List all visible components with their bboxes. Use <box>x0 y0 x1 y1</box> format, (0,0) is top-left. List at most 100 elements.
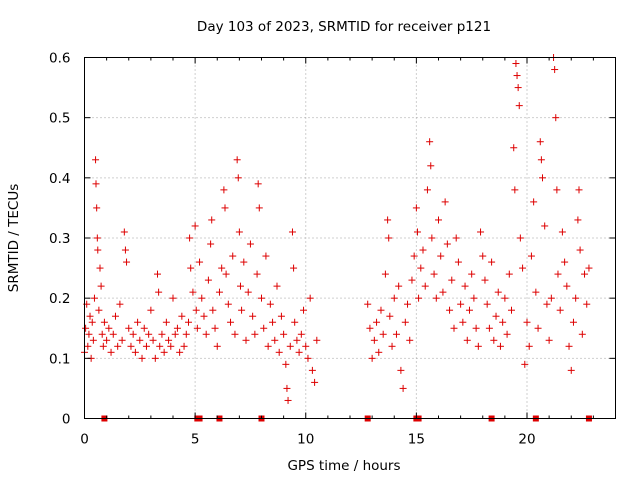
data-points <box>81 54 593 404</box>
data-point <box>415 294 423 302</box>
data-point <box>479 252 487 260</box>
data-point <box>435 216 442 224</box>
data-point <box>295 348 303 356</box>
data-point <box>97 282 105 290</box>
data-point <box>273 282 281 290</box>
data-point <box>406 336 414 344</box>
data-point <box>92 180 100 188</box>
data-point <box>508 306 516 314</box>
data-point <box>93 204 101 212</box>
data-point <box>244 288 252 296</box>
data-point <box>118 336 126 344</box>
data-point <box>583 300 591 308</box>
data-point <box>207 240 215 248</box>
data-point <box>284 396 292 404</box>
data-point <box>255 204 263 212</box>
data-point <box>286 342 294 350</box>
y-tick-label: 0.4 <box>49 171 70 187</box>
data-point <box>501 294 509 302</box>
data-point <box>180 342 188 350</box>
x-tick-labels: 0 5 10 15 20 <box>80 432 535 448</box>
y-tick-label: 0.6 <box>49 51 70 67</box>
data-point <box>448 276 456 284</box>
data-point <box>280 330 288 338</box>
data-point <box>131 348 139 356</box>
data-point <box>386 312 394 320</box>
data-point <box>103 336 111 344</box>
data-point <box>511 186 519 194</box>
data-point <box>465 306 473 314</box>
data-point <box>253 270 261 278</box>
data-point <box>388 342 396 350</box>
data-point <box>370 336 378 344</box>
data-point <box>88 318 96 326</box>
data-point <box>171 330 179 338</box>
data-point <box>565 342 573 350</box>
data-point <box>428 234 436 242</box>
data-point <box>262 252 270 260</box>
x-axis-label: GPS time / hours <box>287 458 400 474</box>
data-point <box>94 246 102 254</box>
data-point <box>373 318 381 326</box>
data-point <box>202 330 210 338</box>
x-tick-label: 0 <box>80 432 89 448</box>
data-point <box>165 336 173 344</box>
data-point <box>554 270 562 278</box>
data-point <box>519 264 527 272</box>
data-point <box>121 246 129 254</box>
plot-frame <box>84 57 616 419</box>
data-point <box>297 330 305 338</box>
data-point <box>235 228 243 236</box>
data-point <box>459 318 467 326</box>
data-point <box>86 312 94 320</box>
data-point <box>419 246 427 254</box>
data-point <box>173 324 181 332</box>
data-point <box>85 330 93 338</box>
data-point <box>421 282 429 290</box>
y-tick-label: 0.2 <box>49 291 70 307</box>
data-point <box>140 324 148 332</box>
data-point <box>249 312 257 320</box>
data-point <box>211 324 219 332</box>
data-point <box>218 264 226 272</box>
data-point <box>229 252 237 260</box>
y-tick-label: 0.3 <box>49 231 70 247</box>
data-point <box>463 336 471 344</box>
data-point <box>275 348 283 356</box>
data-point <box>196 258 204 266</box>
data-point <box>527 252 535 260</box>
data-point <box>254 180 262 188</box>
data-point <box>443 240 451 248</box>
data-point <box>558 228 566 236</box>
data-point <box>437 252 445 260</box>
data-point <box>129 330 137 338</box>
data-point <box>290 264 298 272</box>
data-point <box>439 288 447 296</box>
x-tick-label: 20 <box>518 432 535 448</box>
x-tick-label: 10 <box>297 432 314 448</box>
data-point <box>499 318 507 326</box>
data-point <box>452 234 460 242</box>
data-point <box>553 186 561 194</box>
data-point <box>556 306 564 314</box>
data-point <box>95 306 103 314</box>
data-point <box>512 60 520 68</box>
data-point <box>364 300 372 308</box>
data-point <box>523 318 531 326</box>
data-point <box>191 222 199 230</box>
data-point <box>485 324 493 332</box>
data-point <box>513 72 521 80</box>
data-point <box>142 342 150 350</box>
data-point <box>125 324 133 332</box>
data-point <box>198 294 206 302</box>
data-point <box>430 270 438 278</box>
data-point <box>271 336 279 344</box>
data-point <box>514 84 522 92</box>
data-point <box>397 366 405 374</box>
data-point <box>111 312 119 320</box>
data-point <box>208 216 216 224</box>
data-point <box>220 186 228 194</box>
data-point <box>551 66 559 74</box>
data-point <box>149 336 157 344</box>
